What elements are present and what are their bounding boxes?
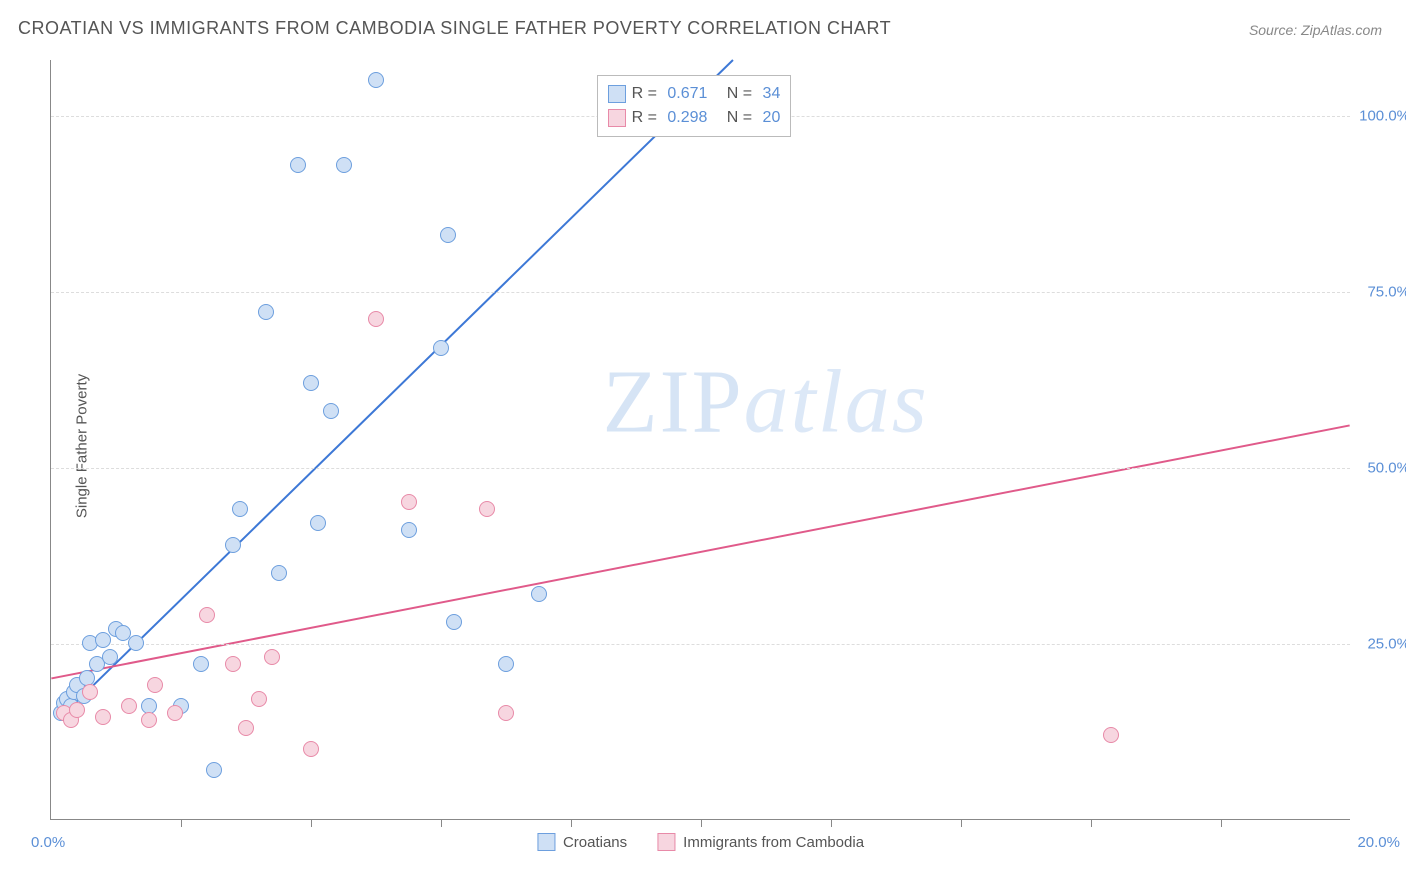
data-point: [531, 586, 547, 602]
data-point: [323, 403, 339, 419]
data-point: [1103, 727, 1119, 743]
data-point: [440, 227, 456, 243]
stats-legend: R = 0.671 N = 34R = 0.298 N = 20: [597, 75, 792, 137]
data-point: [225, 537, 241, 553]
data-point: [401, 494, 417, 510]
gridline: [51, 292, 1350, 293]
data-point: [310, 515, 326, 531]
data-point: [141, 712, 157, 728]
data-point: [336, 157, 352, 173]
y-tick-label: 50.0%: [1367, 460, 1406, 477]
data-point: [95, 632, 111, 648]
x-tick: [441, 819, 442, 827]
data-point: [271, 565, 287, 581]
data-point: [82, 684, 98, 700]
data-point: [479, 501, 495, 517]
gridline: [51, 644, 1350, 645]
x-tick: [181, 819, 182, 827]
data-point: [446, 614, 462, 630]
plot-area: ZIPatlas 25.0%50.0%75.0%100.0% 0.0% 20.0…: [50, 60, 1350, 820]
data-point: [167, 705, 183, 721]
series-legend: Croatians Immigrants from Cambodia: [537, 833, 864, 851]
x-tick: [1091, 819, 1092, 827]
data-point: [95, 709, 111, 725]
data-point: [303, 375, 319, 391]
y-tick-label: 75.0%: [1367, 284, 1406, 301]
legend-swatch: [608, 85, 626, 103]
chart-title: CROATIAN VS IMMIGRANTS FROM CAMBODIA SIN…: [18, 18, 891, 39]
data-point: [121, 698, 137, 714]
data-point: [225, 656, 241, 672]
legend-r-value: 0.298: [667, 106, 707, 130]
x-tick: [961, 819, 962, 827]
legend-n-value: 34: [763, 82, 781, 106]
series-legend-item: Immigrants from Cambodia: [657, 833, 864, 851]
legend-swatch: [537, 833, 555, 851]
stats-legend-row: R = 0.298 N = 20: [608, 106, 781, 130]
trend-lines-svg: [51, 60, 1350, 819]
data-point: [238, 720, 254, 736]
data-point: [251, 691, 267, 707]
data-point: [102, 649, 118, 665]
series-legend-label: Croatians: [563, 834, 627, 851]
data-point: [368, 72, 384, 88]
legend-swatch: [657, 833, 675, 851]
stats-legend-row: R = 0.671 N = 34: [608, 82, 781, 106]
data-point: [206, 762, 222, 778]
series-legend-label: Immigrants from Cambodia: [683, 834, 864, 851]
x-tick: [571, 819, 572, 827]
x-axis-min-label: 0.0%: [31, 834, 65, 851]
data-point: [264, 649, 280, 665]
x-tick: [831, 819, 832, 827]
x-tick: [311, 819, 312, 827]
legend-r-value: 0.671: [667, 82, 707, 106]
data-point: [290, 157, 306, 173]
y-tick-label: 100.0%: [1359, 108, 1406, 125]
data-point: [368, 311, 384, 327]
data-point: [498, 705, 514, 721]
data-point: [232, 501, 248, 517]
data-point: [199, 607, 215, 623]
data-point: [401, 522, 417, 538]
gridline: [51, 468, 1350, 469]
data-point: [433, 340, 449, 356]
y-tick-label: 25.0%: [1367, 636, 1406, 653]
legend-n-value: 20: [763, 106, 781, 130]
x-tick: [701, 819, 702, 827]
legend-r-label: R =: [632, 82, 662, 106]
data-point: [498, 656, 514, 672]
data-point: [147, 677, 163, 693]
legend-n-label: N =: [713, 82, 756, 106]
trend-line: [64, 60, 733, 714]
x-axis-max-label: 20.0%: [1357, 834, 1400, 851]
data-point: [128, 635, 144, 651]
series-legend-item: Croatians: [537, 833, 627, 851]
legend-r-label: R =: [632, 106, 662, 130]
data-point: [69, 702, 85, 718]
data-point: [193, 656, 209, 672]
x-tick: [1221, 819, 1222, 827]
legend-n-label: N =: [713, 106, 756, 130]
trend-line: [51, 425, 1349, 678]
legend-swatch: [608, 109, 626, 127]
data-point: [303, 741, 319, 757]
source-attribution: Source: ZipAtlas.com: [1249, 22, 1382, 38]
data-point: [258, 304, 274, 320]
